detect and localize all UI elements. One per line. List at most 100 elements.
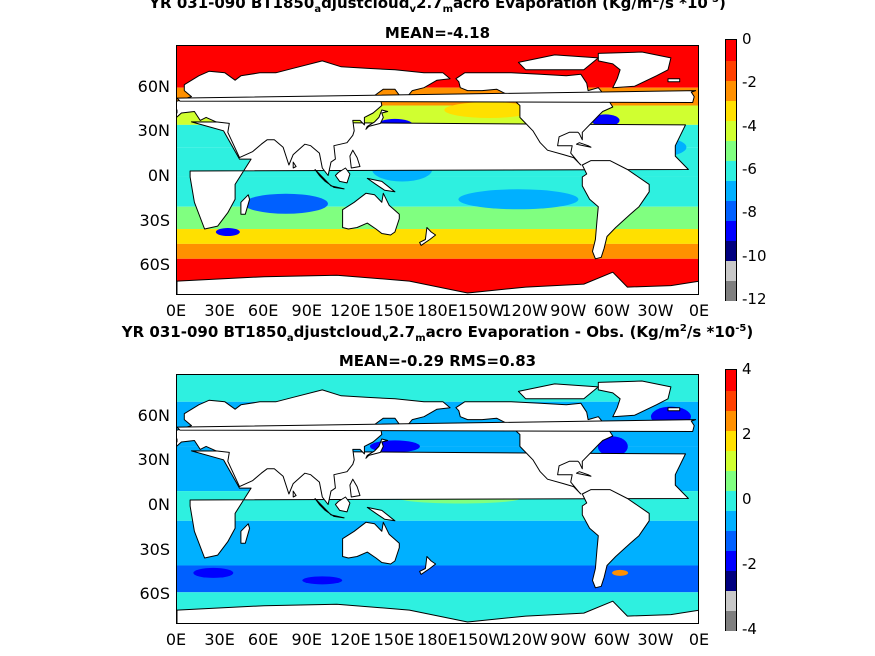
southern-ocean-bias-band <box>177 565 698 593</box>
lon-tick-label: 60W <box>593 630 630 649</box>
colorbar-segment <box>726 120 736 141</box>
colorbar-segment <box>726 490 736 511</box>
colorbar-tick-label: 4 <box>742 360 752 378</box>
lon-tick-label: 120E <box>330 630 371 649</box>
lon-tick-label: 0E <box>165 630 187 649</box>
south-pacific-low <box>458 189 579 210</box>
panel2-map <box>176 374 699 624</box>
colorbar-segment <box>726 80 736 101</box>
madagascar-land <box>240 194 251 215</box>
iceland-land <box>667 78 681 83</box>
lat-tick-label: 30N <box>137 121 170 141</box>
colorbar-segment <box>726 260 736 281</box>
antarctica-land <box>177 600 698 623</box>
uk-land <box>177 419 697 432</box>
lon-tick-label: 120W <box>501 301 548 320</box>
lon-tick-label: 150W <box>457 301 505 320</box>
colorbar-tick-label: 2 <box>742 425 752 443</box>
japan-land <box>365 438 389 459</box>
lat-tick-label: 30S <box>139 539 170 559</box>
south-america-land <box>581 489 650 589</box>
brazil-malvinas-positive <box>612 569 629 576</box>
colorbar-segment <box>726 530 736 551</box>
colorbar-tick-label: 0 <box>742 490 752 508</box>
newzealand-land <box>419 556 437 575</box>
panel1-colorbar <box>725 39 737 301</box>
lon-tick-label: 90E <box>291 301 322 320</box>
colorbar-segment <box>726 160 736 181</box>
colorbar-segment <box>726 450 736 471</box>
colorbar-segment <box>726 140 736 161</box>
lat-tick-label: 0N <box>147 494 170 514</box>
philippines-land <box>349 149 361 169</box>
lat-tick-label: 60N <box>137 76 170 96</box>
colorbar-tick-label: -4 <box>742 116 757 135</box>
lon-tick-label: 30E <box>204 630 235 649</box>
lat-tick-label: 30S <box>139 210 170 230</box>
panel1-title: YR 031-090 BT1850adjustcloudv2.7macro Ev… <box>149 0 726 15</box>
lon-tick-label: 90E <box>291 630 322 649</box>
gulf-stream-negative <box>597 436 628 457</box>
lon-tick-label: 90W <box>550 301 587 320</box>
greenland-land <box>597 380 672 418</box>
colorbar-segment <box>726 430 736 451</box>
lon-tick-label: 30E <box>204 301 235 320</box>
colorbar-segment <box>726 470 736 491</box>
panel2-map-svg <box>177 375 698 623</box>
europe-asia-land <box>177 60 451 176</box>
colorbar-tick-label: -2 <box>742 555 757 573</box>
colorbar-segment <box>726 390 736 411</box>
colorbar-tick-label: -8 <box>742 203 757 222</box>
colorbar-segment <box>726 280 736 301</box>
australia-land <box>342 521 400 565</box>
lon-tick-label: 30W <box>637 301 674 320</box>
colorbar-segment <box>726 220 736 241</box>
cuba-land <box>576 471 592 477</box>
colorbar-segment <box>726 200 736 221</box>
panel1-map <box>176 45 699 295</box>
lon-tick-label: 120W <box>501 630 548 649</box>
greenland-land <box>597 51 672 89</box>
colorbar-segment <box>726 60 736 81</box>
newguinea-land <box>366 506 396 522</box>
lon-tick-label: 0E <box>165 301 187 320</box>
colorbar-segment <box>726 40 736 61</box>
lon-tick-label: 60W <box>593 301 630 320</box>
lat-tick-label: 30N <box>137 450 170 470</box>
europe-asia-land <box>177 389 451 505</box>
borneo-land <box>334 496 351 513</box>
colorbar-segment <box>726 100 736 121</box>
gulf-stream-low <box>591 114 620 127</box>
lon-tick-label: 30W <box>637 630 674 649</box>
south-indian-negative <box>302 576 343 585</box>
iceland-land <box>667 407 681 412</box>
panel2-colorbar <box>725 369 737 631</box>
indonesia-land <box>314 169 345 190</box>
colorbar-segment <box>726 610 736 631</box>
colorbar-tick-label: -4 <box>742 620 757 638</box>
lat-tick-label: 60S <box>139 584 170 604</box>
colorbar-tick-label: -2 <box>742 73 757 92</box>
japan-land <box>365 109 389 130</box>
newguinea-land <box>366 177 396 193</box>
lon-tick-label: 180E <box>417 301 458 320</box>
indonesia-land <box>314 498 345 519</box>
panel1-subtitle: MEAN=-4.18 <box>384 24 491 42</box>
sri-lanka-land <box>292 490 297 498</box>
colorbar-segment <box>726 370 736 391</box>
lon-tick-label: 0E <box>688 301 710 320</box>
colorbar-segment <box>726 180 736 201</box>
lon-tick-label: 90W <box>550 630 587 649</box>
agulhas-negative <box>193 567 234 578</box>
colorbar-tick-label: -10 <box>742 246 767 265</box>
colorbar-segment <box>726 570 736 591</box>
indian-ocean-low <box>243 193 328 214</box>
south-america-land <box>581 160 650 260</box>
north-pacific-high <box>444 101 535 118</box>
cuba-land <box>576 142 592 148</box>
colorbar-tick-label: -12 <box>742 290 767 308</box>
uk-land <box>177 90 697 103</box>
australia-land <box>342 192 400 236</box>
panel1-map-svg <box>177 46 698 294</box>
panel2-title: YR 031-090 BT1850adjustcloudv2.7macro Ev… <box>121 323 754 344</box>
